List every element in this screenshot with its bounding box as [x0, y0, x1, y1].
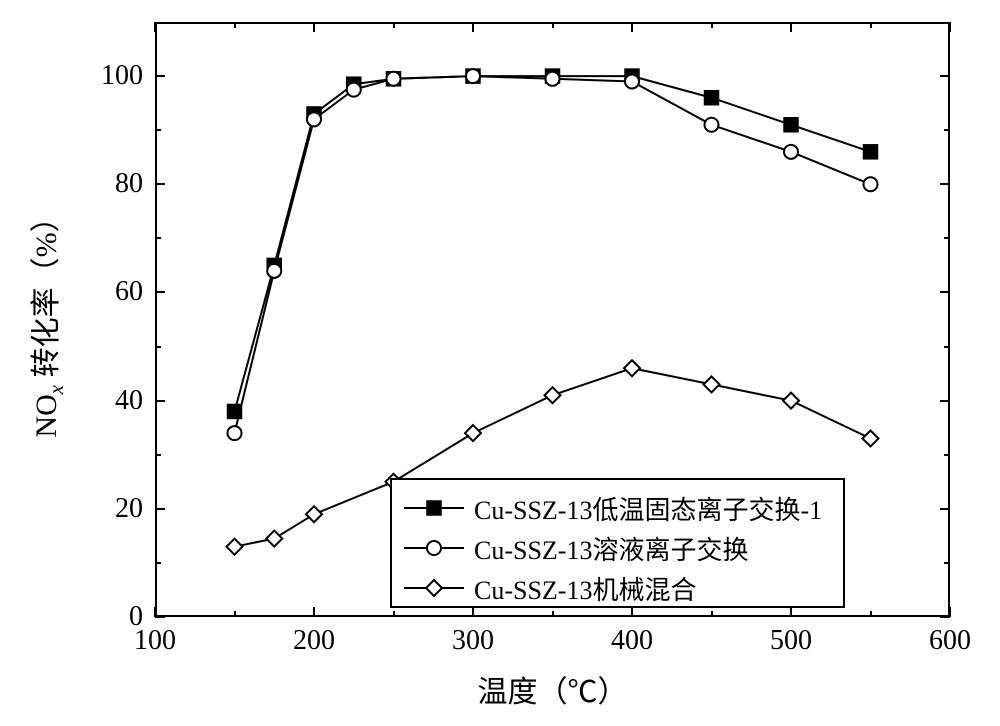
legend-swatch — [404, 568, 464, 608]
series-svg — [0, 0, 1000, 726]
legend-label: Cu-SSZ-13溶液离子交换 — [474, 530, 748, 567]
legend-row: Cu-SSZ-13机械混合 — [404, 568, 696, 608]
series-marker — [705, 91, 719, 105]
legend-swatch — [404, 488, 464, 528]
legend-row: Cu-SSZ-13低温固态离子交换-1 — [404, 488, 822, 528]
series-marker — [704, 376, 720, 392]
series-marker — [625, 75, 639, 89]
series-marker — [465, 425, 481, 441]
series-marker — [427, 541, 441, 555]
series-marker — [306, 506, 322, 522]
series-marker — [545, 387, 561, 403]
series-marker — [347, 83, 361, 97]
series-marker — [863, 431, 879, 447]
series-marker — [546, 72, 560, 86]
series-marker — [784, 118, 798, 132]
series-marker — [624, 360, 640, 376]
series-marker — [705, 118, 719, 132]
legend-row: Cu-SSZ-13溶液离子交换 — [404, 528, 748, 568]
series-marker — [227, 539, 243, 555]
legend-label: Cu-SSZ-13机械混合 — [474, 570, 696, 607]
series-marker — [864, 145, 878, 159]
series-marker — [307, 112, 321, 126]
series-marker — [387, 72, 401, 86]
series-marker — [426, 580, 442, 596]
chart-root: 100200300400500600020406080100温度（℃）NOx 转… — [0, 0, 1000, 726]
series-marker — [267, 264, 281, 278]
legend: Cu-SSZ-13低温固态离子交换-1Cu-SSZ-13溶液离子交换Cu-SSZ… — [390, 478, 845, 608]
series-marker — [466, 69, 480, 83]
series-marker — [427, 501, 441, 515]
series-marker — [266, 531, 282, 547]
legend-label: Cu-SSZ-13低温固态离子交换-1 — [474, 490, 822, 527]
series-marker — [783, 393, 799, 409]
series-marker — [864, 177, 878, 191]
series-marker — [784, 145, 798, 159]
series-line-solid-ion-exchange-1 — [235, 76, 871, 411]
series-line-solution-ion-exchange — [235, 76, 871, 433]
series-marker — [228, 426, 242, 440]
legend-swatch — [404, 528, 464, 568]
